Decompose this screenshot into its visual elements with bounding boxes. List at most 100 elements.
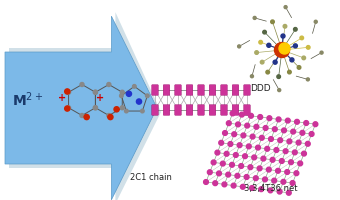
Circle shape xyxy=(283,149,288,154)
Circle shape xyxy=(213,181,218,186)
Circle shape xyxy=(94,90,98,94)
Circle shape xyxy=(224,151,229,156)
FancyBboxPatch shape xyxy=(163,85,170,95)
Circle shape xyxy=(267,116,272,121)
Circle shape xyxy=(237,143,242,148)
Circle shape xyxy=(290,181,295,185)
Circle shape xyxy=(284,6,287,9)
Circle shape xyxy=(245,123,250,128)
Circle shape xyxy=(244,175,249,179)
Circle shape xyxy=(278,89,281,92)
Circle shape xyxy=(302,151,306,156)
Circle shape xyxy=(286,190,291,195)
Circle shape xyxy=(230,162,234,167)
Text: $\mathbf{M}^{2+}$: $\mathbf{M}^{2+}$ xyxy=(12,91,43,109)
Circle shape xyxy=(260,60,264,64)
Circle shape xyxy=(80,82,84,86)
FancyBboxPatch shape xyxy=(152,85,158,95)
Circle shape xyxy=(279,159,284,163)
Circle shape xyxy=(256,145,260,150)
Circle shape xyxy=(107,82,111,86)
Circle shape xyxy=(236,122,240,127)
FancyBboxPatch shape xyxy=(175,85,181,95)
Circle shape xyxy=(287,139,292,144)
Circle shape xyxy=(293,44,298,48)
Circle shape xyxy=(302,56,306,60)
Circle shape xyxy=(226,172,231,177)
Circle shape xyxy=(269,137,273,141)
Circle shape xyxy=(94,106,98,110)
FancyBboxPatch shape xyxy=(198,85,204,95)
Circle shape xyxy=(263,126,268,130)
Circle shape xyxy=(231,183,236,188)
Circle shape xyxy=(94,90,98,94)
Circle shape xyxy=(277,189,282,194)
Circle shape xyxy=(294,171,299,176)
Circle shape xyxy=(253,16,256,19)
Circle shape xyxy=(65,89,70,94)
Circle shape xyxy=(279,43,290,54)
Circle shape xyxy=(309,132,314,136)
Circle shape xyxy=(274,43,289,58)
Circle shape xyxy=(262,177,267,182)
Circle shape xyxy=(243,154,248,159)
Circle shape xyxy=(306,46,310,49)
Circle shape xyxy=(94,106,98,110)
Circle shape xyxy=(120,94,123,98)
Circle shape xyxy=(297,66,301,69)
Text: DDD: DDD xyxy=(250,84,271,93)
Circle shape xyxy=(235,173,240,178)
Circle shape xyxy=(226,121,231,126)
Circle shape xyxy=(248,165,253,170)
Circle shape xyxy=(285,118,290,123)
Circle shape xyxy=(228,142,233,146)
Text: 3,3,4T36 net: 3,3,4T36 net xyxy=(243,184,297,193)
Circle shape xyxy=(136,99,141,104)
Circle shape xyxy=(290,58,294,62)
Circle shape xyxy=(239,164,243,168)
Circle shape xyxy=(320,51,323,54)
Circle shape xyxy=(272,178,277,183)
Circle shape xyxy=(250,186,254,190)
Circle shape xyxy=(272,127,277,132)
Circle shape xyxy=(300,36,304,40)
Circle shape xyxy=(238,45,241,48)
Polygon shape xyxy=(9,12,161,200)
FancyBboxPatch shape xyxy=(244,85,250,95)
Circle shape xyxy=(298,161,303,166)
Circle shape xyxy=(207,170,212,175)
Circle shape xyxy=(261,156,266,161)
Circle shape xyxy=(270,157,275,162)
Circle shape xyxy=(65,106,70,111)
FancyBboxPatch shape xyxy=(244,105,250,115)
Circle shape xyxy=(146,94,149,98)
Circle shape xyxy=(241,133,246,138)
Circle shape xyxy=(80,114,84,117)
Circle shape xyxy=(283,24,287,28)
Circle shape xyxy=(288,70,291,74)
Circle shape xyxy=(273,60,277,64)
FancyBboxPatch shape xyxy=(152,105,158,115)
Circle shape xyxy=(67,106,71,110)
Circle shape xyxy=(267,167,271,172)
Circle shape xyxy=(133,85,136,88)
Circle shape xyxy=(274,148,279,152)
Circle shape xyxy=(107,114,111,117)
Circle shape xyxy=(219,140,224,145)
Circle shape xyxy=(67,90,71,94)
Circle shape xyxy=(296,140,301,145)
Circle shape xyxy=(222,182,227,187)
Circle shape xyxy=(277,75,280,78)
Circle shape xyxy=(246,144,251,149)
FancyBboxPatch shape xyxy=(221,105,227,115)
Circle shape xyxy=(266,70,270,74)
Circle shape xyxy=(281,34,285,38)
Circle shape xyxy=(120,90,124,94)
Circle shape xyxy=(215,150,220,155)
Circle shape xyxy=(114,107,119,112)
Circle shape xyxy=(140,109,144,113)
Circle shape xyxy=(249,113,253,118)
Circle shape xyxy=(255,51,258,54)
Circle shape xyxy=(257,166,262,171)
Circle shape xyxy=(253,176,258,181)
